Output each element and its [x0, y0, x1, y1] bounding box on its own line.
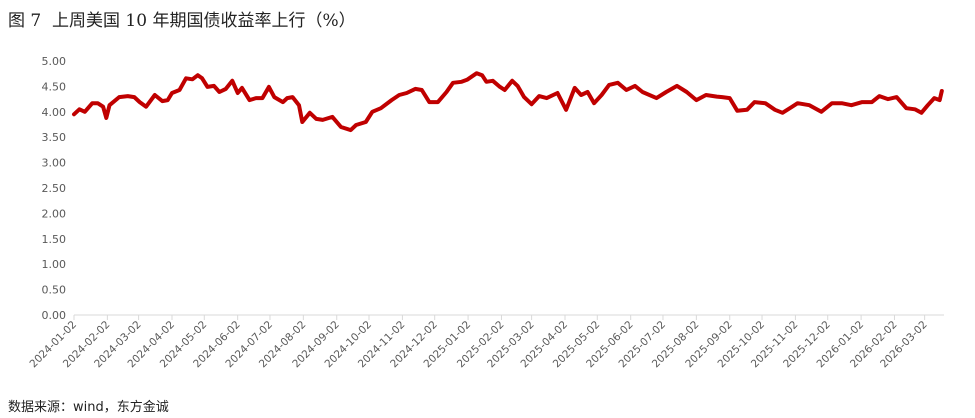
y-tick-label: 0.50 — [42, 284, 67, 297]
y-tick-label: 3.50 — [42, 131, 67, 144]
y-tick-label: 5.00 — [42, 55, 67, 68]
y-tick-label: 4.00 — [42, 106, 67, 119]
x-axis: 2024-01-022024-02-022024-03-022024-04-02… — [27, 315, 930, 370]
y-tick-label: 1.50 — [42, 233, 67, 246]
chart-title: 图 7 上周美国 10 年期国债收益率上行（%） — [8, 11, 356, 31]
y-tick-label: 4.50 — [42, 80, 67, 93]
y-tick-label: 0.00 — [42, 309, 67, 322]
y-tick-label: 2.00 — [42, 207, 67, 220]
series-line-us10y — [72, 71, 944, 133]
y-tick-label: 3.00 — [42, 157, 67, 170]
y-axis: 0.00 0.50 1.00 1.50 2.00 2.50 3.00 3.50 4.00 4.50… — [42, 55, 67, 322]
y-tick-label: 1.00 — [42, 258, 67, 271]
source-note: 数据来源：wind，东方金诚 — [8, 400, 169, 415]
y-tick-label: 2.50 — [42, 182, 67, 195]
